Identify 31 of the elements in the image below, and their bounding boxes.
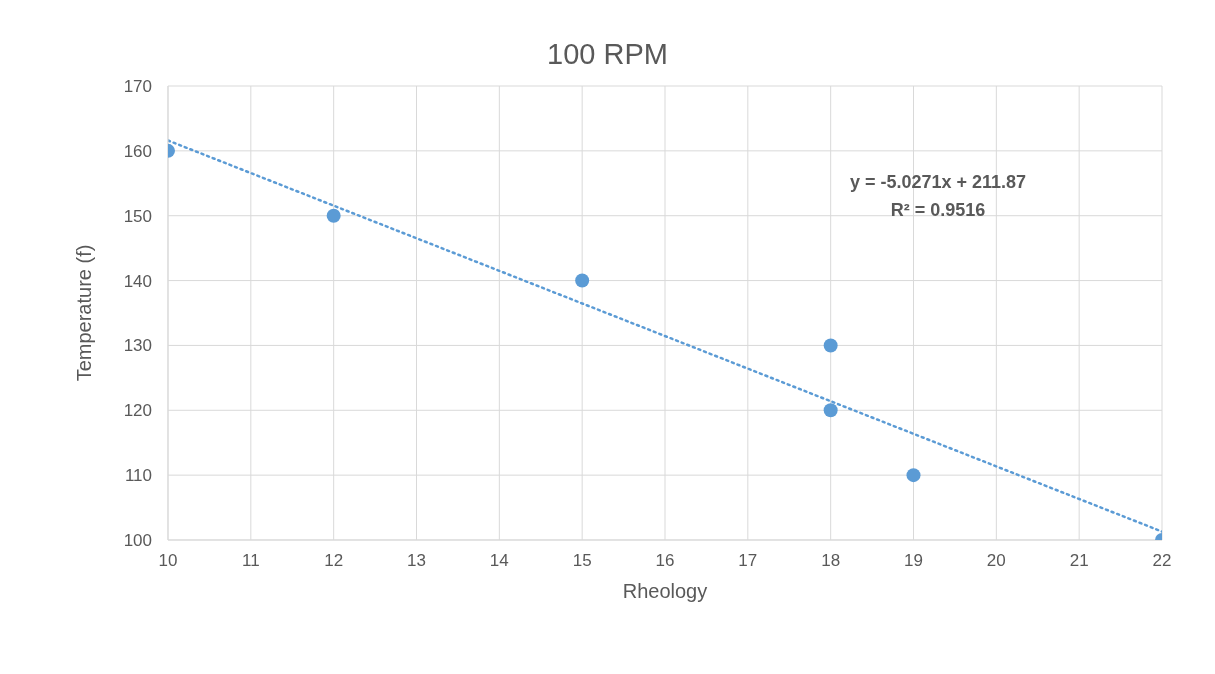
x-tick-label: 12 [324, 551, 344, 571]
x-tick-label: 19 [904, 551, 923, 571]
x-axis-title: Rheology [622, 580, 708, 602]
annotation: y = -5.0271x + 211.87 [848, 171, 1028, 194]
x-tick-label: 13 [407, 551, 426, 571]
x-tick-label: 22 [1152, 551, 1172, 571]
x-tick-label: 11 [242, 551, 260, 571]
point [823, 338, 838, 353]
x-tick-label: 18 [821, 551, 841, 571]
y-tick-label: 130 [123, 336, 152, 356]
y-tick-label: 110 [124, 466, 152, 486]
chart-title: 100 RPM [546, 38, 669, 71]
point [575, 273, 590, 288]
y-tick-label: 120 [123, 401, 152, 421]
y-tick-label: 160 [123, 141, 152, 161]
x-tick-label: 21 [1069, 551, 1089, 571]
y-tick-label: 170 [123, 77, 152, 97]
y-tick-label: 140 [123, 271, 152, 291]
x-tick-label: 16 [655, 551, 675, 571]
point [326, 208, 341, 223]
point [823, 403, 838, 418]
annotation: R² = 0.9516 [889, 199, 987, 222]
x-tick-label: 20 [986, 551, 1006, 571]
x-tick-label: 15 [572, 551, 592, 571]
point [906, 468, 921, 483]
y-axis-title: Temperature (f) [73, 244, 96, 382]
x-tick-label: 17 [738, 551, 758, 571]
y-tick-label: 150 [123, 206, 152, 226]
x-tick-label: 10 [158, 551, 178, 571]
x-tick-label: 14 [489, 551, 509, 571]
y-tick-label: 100 [123, 531, 152, 551]
